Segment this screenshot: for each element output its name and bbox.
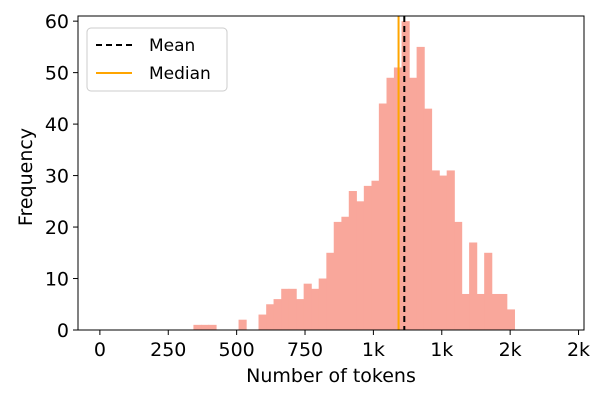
y-tick-label-3: 30 bbox=[45, 166, 69, 188]
histogram-bar-15 bbox=[341, 216, 350, 330]
histogram-bar-19 bbox=[371, 180, 380, 330]
histogram-bar-20 bbox=[378, 103, 387, 330]
y-axis-label: Frequency bbox=[15, 128, 37, 226]
bars-layer bbox=[193, 21, 515, 331]
axes bbox=[77, 15, 585, 331]
histogram-bar-2 bbox=[208, 324, 217, 330]
x-tick-label-2: 500 bbox=[219, 339, 255, 361]
reference-lines bbox=[397, 16, 406, 330]
histogram-bar-0 bbox=[193, 324, 202, 330]
y-tick-label-4: 40 bbox=[45, 114, 69, 136]
histogram-bar-10 bbox=[303, 283, 312, 330]
histogram-bar-5 bbox=[266, 304, 275, 330]
y-tick-label-1: 10 bbox=[45, 269, 69, 291]
histogram-bar-9 bbox=[296, 299, 305, 330]
histogram-bar-17 bbox=[356, 201, 365, 330]
histogram-bar-16 bbox=[348, 191, 357, 330]
histogram-bar-8 bbox=[288, 288, 297, 330]
histogram-bar-31 bbox=[461, 293, 470, 330]
histogram-bar-32 bbox=[469, 242, 478, 330]
histogram-bar-27 bbox=[431, 170, 440, 330]
histogram-bar-35 bbox=[491, 293, 500, 330]
tick-layer: 0 250 500 750 1k 1k 2k 2k 0 10 20 30 40 50 60 bbox=[45, 11, 590, 361]
histogram-bar-13 bbox=[326, 252, 335, 330]
histogram-bar-34 bbox=[484, 252, 493, 330]
histogram-bar-12 bbox=[318, 278, 327, 330]
y-tick-label-6: 60 bbox=[45, 11, 69, 33]
x-tick-label-0: 0 bbox=[94, 339, 106, 361]
histogram-bar-23 bbox=[401, 21, 410, 331]
legend: Mean Median bbox=[86, 27, 228, 92]
x-tick-label-4: 1k bbox=[362, 339, 385, 361]
histogram-bar-14 bbox=[333, 221, 342, 330]
x-axis-label: Number of tokens bbox=[246, 365, 416, 387]
histogram-bar-37 bbox=[506, 309, 515, 330]
histogram-bar-21 bbox=[386, 77, 395, 331]
x-tick-label-6: 2k bbox=[499, 339, 522, 361]
histogram-bar-18 bbox=[363, 185, 372, 330]
y-tick-label-0: 0 bbox=[57, 320, 69, 342]
histogram-bar-7 bbox=[281, 288, 290, 330]
histogram-bar-25 bbox=[416, 46, 425, 330]
legend-median-label: Median bbox=[149, 64, 211, 84]
x-tick-label-7: 2k bbox=[567, 339, 590, 361]
histogram-bar-24 bbox=[408, 77, 418, 331]
histogram-bar-4 bbox=[258, 314, 267, 330]
histogram-bar-6 bbox=[273, 299, 282, 330]
legend-mean-label: Mean bbox=[149, 36, 195, 56]
x-tick-label-3: 750 bbox=[287, 339, 323, 361]
histogram-bar-36 bbox=[499, 293, 508, 330]
y-tick-label-5: 50 bbox=[45, 63, 69, 85]
legend-box bbox=[86, 27, 228, 92]
histogram-bar-11 bbox=[311, 288, 320, 330]
plot-frame bbox=[77, 15, 585, 331]
histogram-bar-28 bbox=[439, 175, 448, 330]
histogram-bar-29 bbox=[446, 170, 455, 330]
histogram-bar-3 bbox=[238, 319, 247, 330]
histogram-bar-30 bbox=[454, 221, 463, 330]
histogram-bar-1 bbox=[201, 324, 210, 330]
x-tick-label-1: 250 bbox=[150, 339, 186, 361]
histogram-bar-26 bbox=[423, 108, 433, 330]
histogram-bar-33 bbox=[476, 293, 485, 330]
x-tick-label-5: 1k bbox=[430, 339, 453, 361]
y-tick-label-2: 20 bbox=[45, 217, 69, 239]
